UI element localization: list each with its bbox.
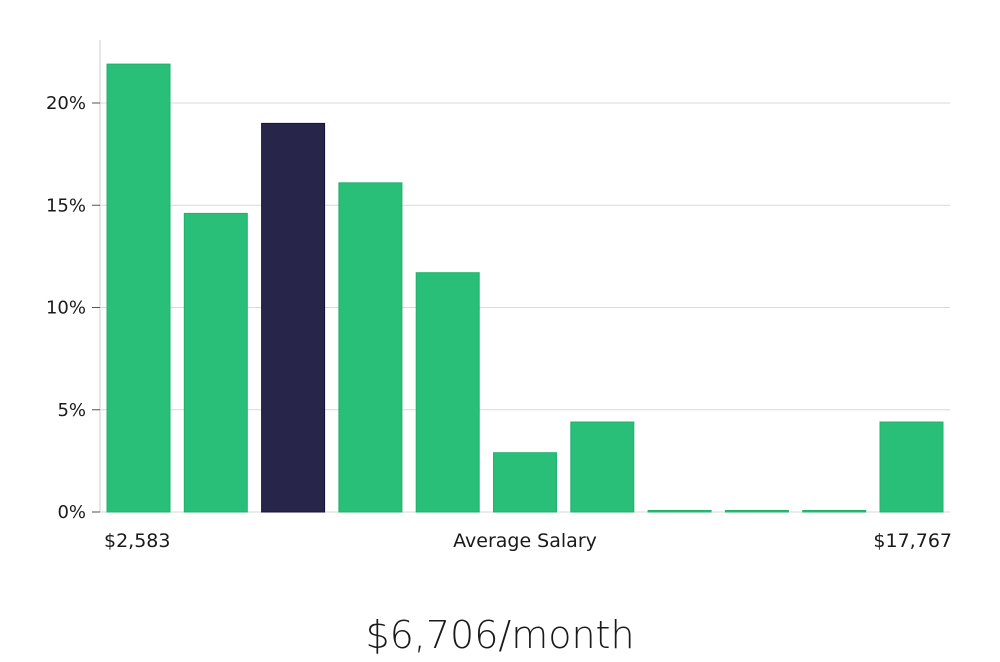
y-tick-label: 5% [57, 400, 86, 421]
y-tick-labels: 0% 5% 10% 15% 20% [46, 93, 100, 523]
x-max-label: $17,767 [873, 530, 952, 552]
bar [338, 182, 403, 513]
y-tick-label: 10% [46, 298, 86, 319]
y-tick-label: 15% [46, 195, 86, 216]
bar [493, 452, 557, 513]
x-min-label: $2,583 [104, 530, 170, 552]
bar [106, 63, 171, 513]
bar [647, 510, 712, 513]
bar-highlighted [261, 122, 326, 513]
bar [802, 510, 867, 513]
y-tick-label: 20% [46, 93, 86, 114]
bars [106, 63, 944, 513]
x-axis-title: Average Salary [453, 530, 597, 552]
average-salary-value: $6,706/month [365, 613, 635, 657]
bar [879, 421, 944, 513]
bar [415, 272, 480, 513]
bar [724, 510, 789, 513]
y-tick-label: 0% [57, 502, 86, 523]
bar [183, 212, 248, 513]
salary-histogram: 0% 5% 10% 15% 20% $2,583 Average Salary $17,… [46, 40, 952, 552]
bar [570, 421, 635, 513]
